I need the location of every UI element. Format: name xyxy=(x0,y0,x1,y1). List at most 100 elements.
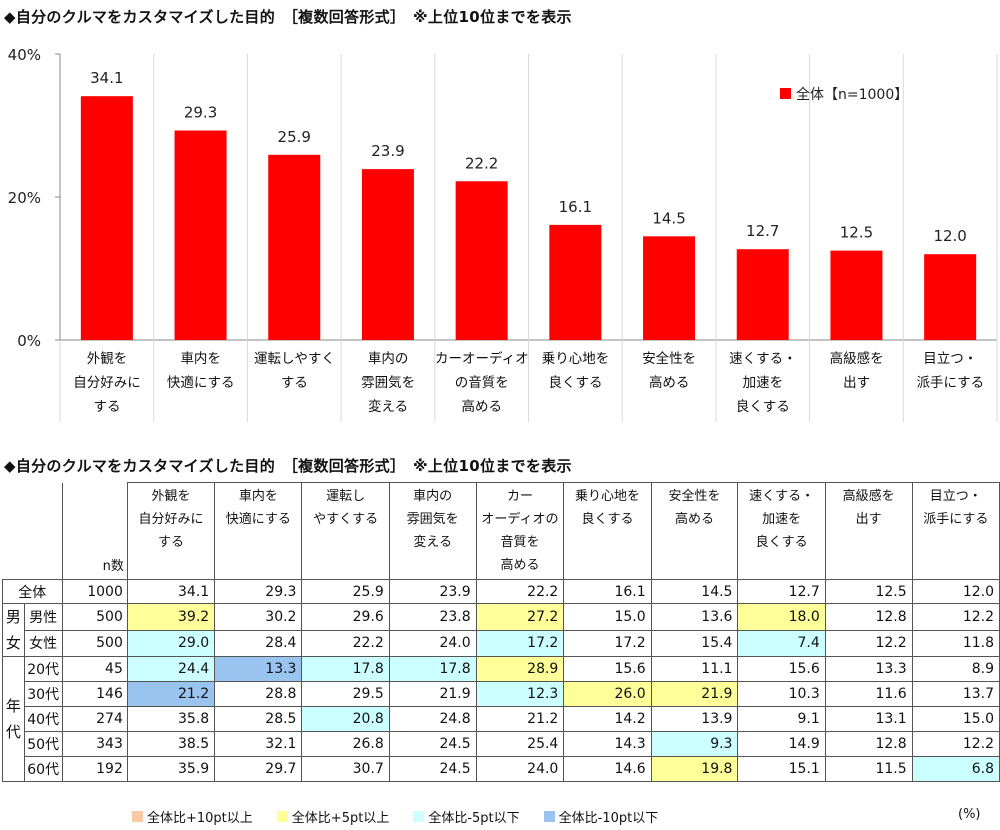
value-cell: 9.1 xyxy=(737,706,826,732)
value-cell: 12.2 xyxy=(911,603,1000,631)
column-header-line: 車内を xyxy=(238,489,278,504)
x-tick-label: 目立つ・ 派手にする xyxy=(903,347,997,395)
column-header-line: やすくする xyxy=(313,512,379,527)
bar xyxy=(80,96,133,340)
column-header: カー オーディオの 音質を 高める xyxy=(475,482,565,580)
column-header-line: 高める xyxy=(500,558,540,573)
value-cell: 6.8 xyxy=(911,756,1000,782)
row-label: 20代 xyxy=(23,656,63,682)
value-cell: 27.2 xyxy=(475,603,565,631)
x-tick-label-line: 安全性を xyxy=(642,351,697,367)
column-header-line: 加速を xyxy=(762,512,802,527)
legend-label: 全体比-5pt以下 xyxy=(428,811,520,826)
value-cell: 24.0 xyxy=(475,756,565,782)
column-header-line: 乗り心地を xyxy=(574,489,640,504)
legend-item: 全体比+10pt以上 xyxy=(132,807,253,826)
bar xyxy=(736,249,789,340)
bar xyxy=(268,154,321,340)
value-cell: 23.9 xyxy=(388,579,477,604)
legend-item: 全体比-5pt以下 xyxy=(413,807,520,826)
x-tick-label-line: 自分好みに xyxy=(73,375,141,391)
n-header: n数 xyxy=(62,482,128,580)
value-cell: 22.2 xyxy=(301,629,390,657)
value-cell: 21.9 xyxy=(650,681,739,707)
value-cell: 13.1 xyxy=(824,706,913,732)
value-cell: 29.7 xyxy=(214,756,303,782)
row-label: 女性 xyxy=(23,629,63,657)
column-header-line: 変える xyxy=(413,535,452,550)
n-cell: 45 xyxy=(61,656,128,682)
value-cell: 15.0 xyxy=(911,706,1000,732)
column-header-line: 自分好みに xyxy=(138,512,204,527)
column-header-line: 音質を xyxy=(500,535,540,550)
n-cell: 274 xyxy=(61,706,128,732)
legend-label: 全体比+5pt以上 xyxy=(291,811,390,826)
legend-swatch xyxy=(780,88,791,99)
legend-item: 全体比+5pt以上 xyxy=(276,807,390,826)
value-cell: 26.0 xyxy=(563,681,652,707)
bar-value-label: 12.7 xyxy=(746,222,779,240)
x-tick-label: 車内を 快適にする xyxy=(154,347,248,395)
chart-title: ◆自分のクルマをカスタマイズした目的 ［複数回答形式］ ※上位10位までを表示 xyxy=(4,8,572,26)
value-cell: 25.4 xyxy=(475,731,565,757)
column-header-line: 高める xyxy=(675,512,715,527)
bar xyxy=(830,250,883,340)
bar-value-label: 29.3 xyxy=(184,104,217,122)
value-cell: 19.8 xyxy=(650,756,739,782)
row-group-label: 男女 xyxy=(2,603,25,657)
value-cell: 14.2 xyxy=(563,706,652,732)
value-cell: 8.9 xyxy=(911,656,1000,682)
bar xyxy=(174,130,227,340)
legend-item: 全体比-10pt以下 xyxy=(543,807,658,826)
n-cell: 500 xyxy=(61,603,128,631)
x-tick-label-line: する xyxy=(280,375,308,391)
value-cell: 15.4 xyxy=(650,629,739,657)
value-cell: 12.2 xyxy=(911,731,1000,757)
value-cell: 21.2 xyxy=(126,681,216,707)
bar-value-label: 12.0 xyxy=(933,227,966,245)
value-cell: 16.1 xyxy=(563,579,652,604)
value-cell: 13.6 xyxy=(650,603,739,631)
value-cell: 26.8 xyxy=(301,731,390,757)
x-tick-label: 車内の 雰囲気を 変える xyxy=(341,347,435,419)
table-title: ◆自分のクルマをカスタマイズした目的 ［複数回答形式］ ※上位10位までを表示 xyxy=(4,457,572,475)
x-tick-label-line: 高める xyxy=(648,375,690,391)
value-cell: 24.5 xyxy=(388,731,477,757)
column-header: 高級感を 出す xyxy=(824,482,913,580)
column-header-line: 快適にする xyxy=(225,512,291,527)
column-header: 速くする・ 加速を 良くする xyxy=(737,482,826,580)
x-tick-label-line: 外観を xyxy=(86,351,128,367)
column-header-line: する xyxy=(158,535,185,550)
value-cell: 29.6 xyxy=(301,603,390,631)
n-cell: 1000 xyxy=(61,579,128,604)
value-cell: 12.7 xyxy=(737,579,826,604)
value-cell: 35.8 xyxy=(126,706,216,732)
x-tick-label-line: 出す xyxy=(843,375,871,391)
value-cell: 13.3 xyxy=(214,656,303,682)
x-tick-label-line: 目立つ・ xyxy=(923,351,978,367)
value-cell: 20.8 xyxy=(301,706,390,732)
value-cell: 23.8 xyxy=(388,603,477,631)
value-cell: 12.3 xyxy=(475,681,565,707)
table-corner xyxy=(2,482,63,580)
value-cell: 11.8 xyxy=(911,629,1000,657)
x-tick-label-line: 加速を xyxy=(742,375,784,391)
n-cell: 192 xyxy=(61,756,128,782)
n-cell: 146 xyxy=(61,681,128,707)
row-label: 30代 xyxy=(23,681,63,707)
value-cell: 12.0 xyxy=(911,579,1000,604)
column-header: 目立つ・ 派手にする xyxy=(911,482,1000,580)
table-row: 30代 146 21.2 28.8 29.5 21.9 12.3 26.0 21.9 10.3 11… xyxy=(3,681,1000,707)
bar-value-label: 34.1 xyxy=(90,69,123,87)
value-cell: 29.3 xyxy=(214,579,303,604)
row-group-label: 年代 xyxy=(2,656,25,782)
y-tick-label: 0% xyxy=(17,332,41,350)
value-cell: 21.2 xyxy=(475,706,565,732)
value-cell: 15.1 xyxy=(737,756,826,782)
bar-chart: 0% 20% 40% 34.1 29.3 25.9 23.9 22.2 16.1 14.5 12.7… xyxy=(8,46,998,422)
column-header-line: 高級感を xyxy=(842,489,895,504)
value-cell: 17.8 xyxy=(388,656,477,682)
value-cell: 32.1 xyxy=(214,731,303,757)
x-tick-label-line: 車内を xyxy=(180,351,221,367)
column-header-line: 運転し xyxy=(326,489,366,504)
